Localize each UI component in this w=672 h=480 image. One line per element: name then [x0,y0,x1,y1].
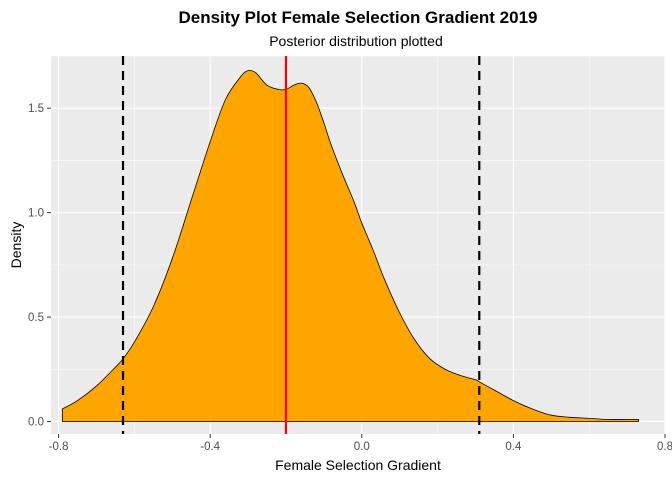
chart-title: Density Plot Female Selection Gradient 2… [178,8,537,27]
y-tick-label: 0.0 [28,416,44,428]
x-tick-label: 0.0 [354,441,370,453]
y-tick-label: 0.5 [28,312,44,324]
chart-subtitle: Posterior distribution plotted [269,33,443,49]
x-tick-label: 0.4 [505,441,522,453]
y-tick-label: 1.5 [28,103,44,115]
y-axis: 0.0 0.5 1.0 1.5 [28,103,51,428]
y-axis-title: Density [8,222,24,269]
x-tick-label: -0.4 [200,441,220,453]
density-area [61,69,639,422]
reference-lines [121,56,481,434]
x-axis: -0.8 -0.4 0.0 0.4 0.8 [49,434,672,453]
x-tick-label: 0.8 [657,441,672,453]
x-axis-title: Female Selection Gradient [275,457,441,473]
x-tick-label: -0.8 [49,441,69,453]
y-tick-label: 1.0 [28,208,44,220]
